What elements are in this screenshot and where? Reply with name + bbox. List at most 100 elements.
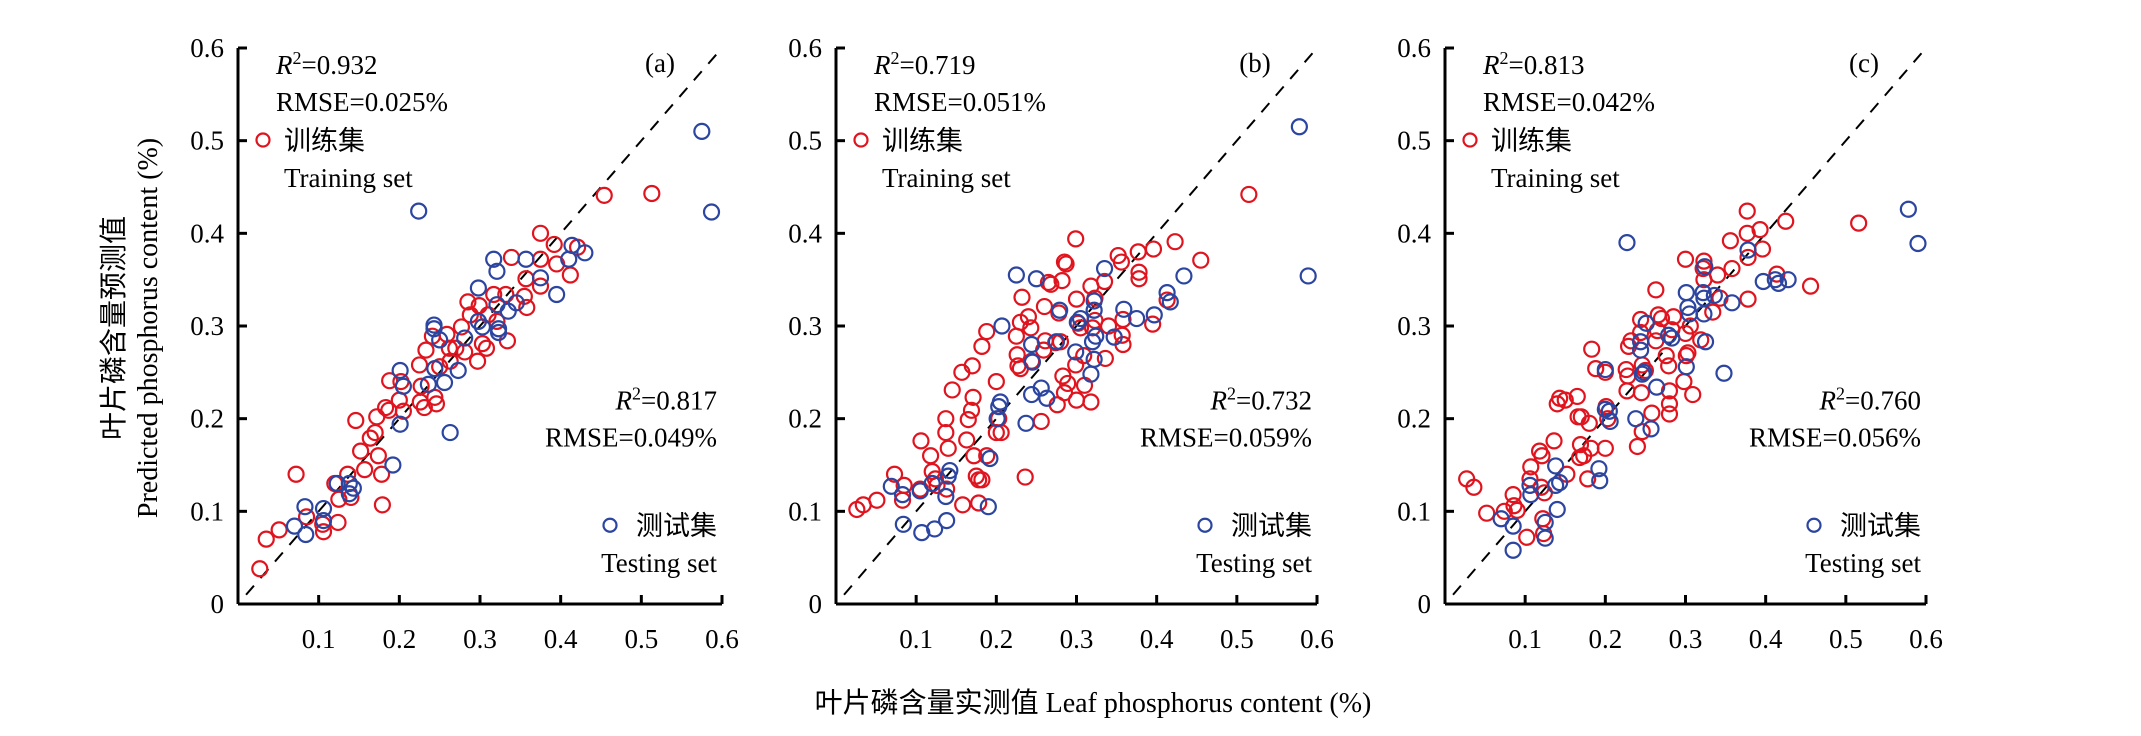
testing-point bbox=[384, 456, 402, 474]
testing-point bbox=[941, 461, 959, 480]
training-point bbox=[1096, 349, 1114, 368]
testing-point bbox=[1696, 333, 1715, 351]
testing-legend-cn: 测试集 bbox=[636, 511, 717, 541]
training-point bbox=[1579, 470, 1597, 488]
x-tick-label: 0.3 bbox=[1669, 624, 1703, 654]
training-point bbox=[973, 337, 991, 355]
training-point bbox=[1617, 360, 1635, 379]
training-point bbox=[1704, 303, 1722, 321]
training-point bbox=[347, 411, 365, 430]
x-tick-label: 0.4 bbox=[1749, 624, 1783, 654]
training-point bbox=[978, 447, 996, 465]
training-point bbox=[1075, 347, 1093, 365]
training-point bbox=[893, 491, 912, 509]
y-tick-label: 0.3 bbox=[190, 311, 224, 341]
training-point bbox=[561, 266, 579, 284]
y-tick-label: 0.6 bbox=[190, 33, 224, 63]
training-point bbox=[369, 447, 387, 465]
testing-point bbox=[548, 285, 566, 304]
testing-point bbox=[296, 498, 314, 516]
testing-point bbox=[1677, 358, 1695, 376]
testing-point bbox=[979, 498, 997, 516]
training-legend-marker bbox=[1462, 132, 1478, 148]
training-point bbox=[1647, 281, 1665, 299]
y-axis-title: 叶片磷含量预测值 Predicted phosphorus content (%… bbox=[98, 138, 164, 518]
train-r2-value: =0.932 bbox=[302, 50, 378, 80]
y-tick-label: 0.4 bbox=[1397, 218, 1431, 248]
training-legend-en: Training set bbox=[1491, 163, 1620, 193]
x-tick-label: 0.3 bbox=[463, 624, 497, 654]
training-point bbox=[1022, 319, 1040, 337]
testing-point bbox=[1596, 360, 1614, 379]
panel-a: 0 0.1 0.2 0.3 0.4 0.5 0.6 0.1 0.2 0.3 0.4 0.5 0.6 (a)… bbox=[190, 33, 739, 654]
training-point bbox=[1075, 376, 1094, 394]
testing-point bbox=[1128, 309, 1146, 328]
y-tick-label: 0 bbox=[211, 589, 225, 619]
training-point bbox=[1850, 214, 1868, 232]
training-point bbox=[1057, 255, 1075, 273]
training-point bbox=[1019, 308, 1038, 326]
training-point bbox=[1112, 253, 1130, 271]
testing-legend-en: Testing set bbox=[1805, 548, 1921, 578]
testing-point bbox=[1694, 284, 1712, 302]
testing-point bbox=[1522, 486, 1540, 504]
panel-label: (c) bbox=[1849, 48, 1879, 78]
training-point bbox=[939, 439, 957, 457]
y-tick-label: 0.1 bbox=[1397, 496, 1431, 526]
training-point bbox=[1032, 412, 1050, 431]
y-tick-label: 0.5 bbox=[1397, 126, 1431, 156]
testing-point bbox=[1290, 118, 1308, 136]
training-point bbox=[452, 318, 471, 336]
training-point bbox=[1053, 271, 1071, 290]
training-point bbox=[958, 431, 976, 449]
training-point bbox=[447, 339, 465, 357]
training-point bbox=[1739, 290, 1757, 308]
y-tick-label: 0.3 bbox=[1397, 311, 1431, 341]
testing-legend-marker bbox=[1197, 517, 1213, 533]
test-r2-value: =0.760 bbox=[1845, 385, 1921, 415]
y-axis-title-en: Predicted phosphorus content (%) bbox=[133, 138, 164, 518]
training-point bbox=[1144, 315, 1162, 333]
testing-point bbox=[1779, 271, 1797, 289]
training-point bbox=[1465, 478, 1483, 496]
testing-point bbox=[1627, 410, 1645, 428]
test-rmse: RMSE=0.059% bbox=[1140, 422, 1312, 452]
training-point bbox=[361, 429, 379, 447]
training-point bbox=[1739, 248, 1757, 267]
training-point bbox=[427, 395, 446, 413]
training-point bbox=[1478, 504, 1496, 522]
test-r2-symbol: R bbox=[1210, 385, 1228, 415]
testing-point bbox=[1899, 200, 1917, 218]
testing-point bbox=[1071, 309, 1090, 328]
training-point bbox=[1694, 259, 1712, 278]
training-point bbox=[1632, 384, 1651, 402]
training-series bbox=[251, 184, 661, 578]
testing-legend-en: Testing set bbox=[1196, 548, 1312, 578]
training-point bbox=[1622, 332, 1640, 350]
training-point bbox=[415, 398, 433, 417]
training-point bbox=[868, 491, 886, 509]
testing-point bbox=[340, 474, 358, 493]
training-point bbox=[1083, 319, 1102, 337]
x-tick-label: 0.1 bbox=[1508, 624, 1542, 654]
training-point bbox=[1618, 382, 1636, 400]
training-point bbox=[531, 250, 550, 268]
testing-legend-cn: 测试集 bbox=[1231, 511, 1312, 541]
y-tick-label: 0.2 bbox=[190, 404, 224, 434]
testing-point bbox=[431, 331, 449, 349]
testing-point bbox=[991, 393, 1009, 411]
training-point bbox=[1067, 391, 1086, 409]
testing-point bbox=[1504, 517, 1522, 535]
testing-point bbox=[882, 477, 900, 495]
test-r2-exponent: 2 bbox=[1836, 383, 1845, 403]
training-point bbox=[1801, 277, 1820, 295]
testing-point bbox=[507, 294, 525, 312]
testing-point bbox=[485, 250, 503, 268]
training-legend-marker bbox=[255, 132, 271, 148]
y-axis-title-cn: 叶片磷含量预测值 bbox=[98, 216, 130, 440]
x-tick-label: 0.6 bbox=[1300, 624, 1334, 654]
training-point bbox=[1636, 361, 1655, 380]
training-point bbox=[1681, 317, 1699, 335]
training-point bbox=[329, 513, 347, 532]
training-point bbox=[1144, 240, 1163, 258]
